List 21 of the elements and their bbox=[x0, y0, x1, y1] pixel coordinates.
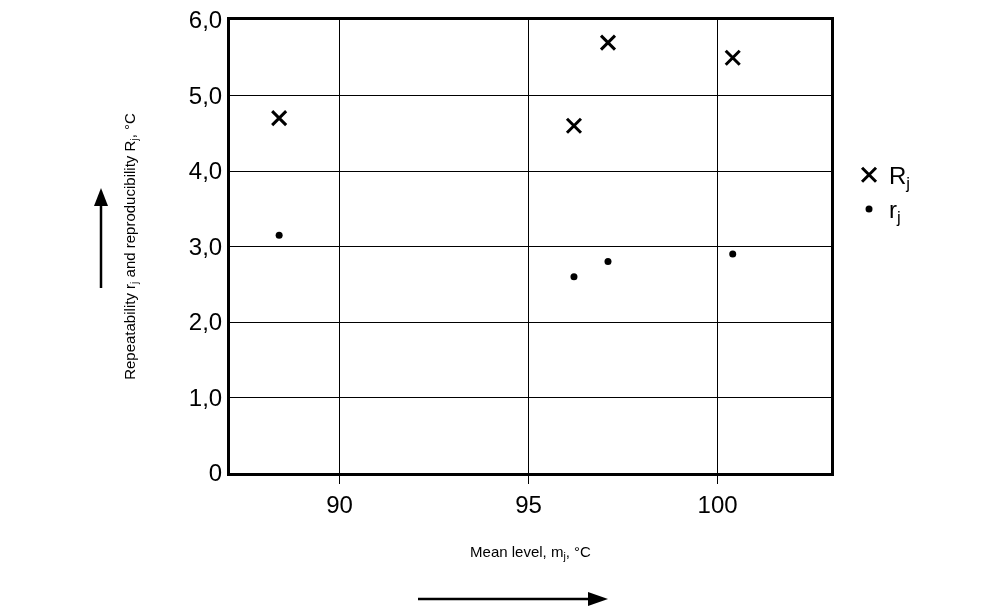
y-tick-label: 2,0 bbox=[188, 308, 223, 336]
point bbox=[270, 109, 288, 127]
y-tick-label: 3,0 bbox=[188, 232, 223, 260]
x-tick-label: 100 bbox=[697, 490, 738, 518]
y-tick-label: 6,0 bbox=[188, 6, 223, 34]
legend-label: R$_{j}$ bbox=[889, 162, 911, 194]
point bbox=[724, 49, 742, 67]
point bbox=[565, 117, 583, 135]
point bbox=[599, 34, 617, 52]
x-axis-title: Mean level, m$_{j}$, °C bbox=[470, 542, 592, 562]
point bbox=[604, 258, 612, 266]
point bbox=[275, 231, 283, 239]
y-tick-label: 5,0 bbox=[188, 81, 223, 109]
x-tick-label: 95 bbox=[515, 490, 542, 518]
y-tick-label: 0 bbox=[208, 459, 223, 487]
y-tick-label: 4,0 bbox=[188, 157, 223, 185]
point bbox=[729, 250, 737, 258]
point bbox=[570, 273, 578, 281]
x-tick-label: 90 bbox=[326, 490, 353, 518]
legend-label: r$_{j}$ bbox=[889, 196, 901, 228]
y-tick-label: 1,0 bbox=[188, 383, 223, 411]
